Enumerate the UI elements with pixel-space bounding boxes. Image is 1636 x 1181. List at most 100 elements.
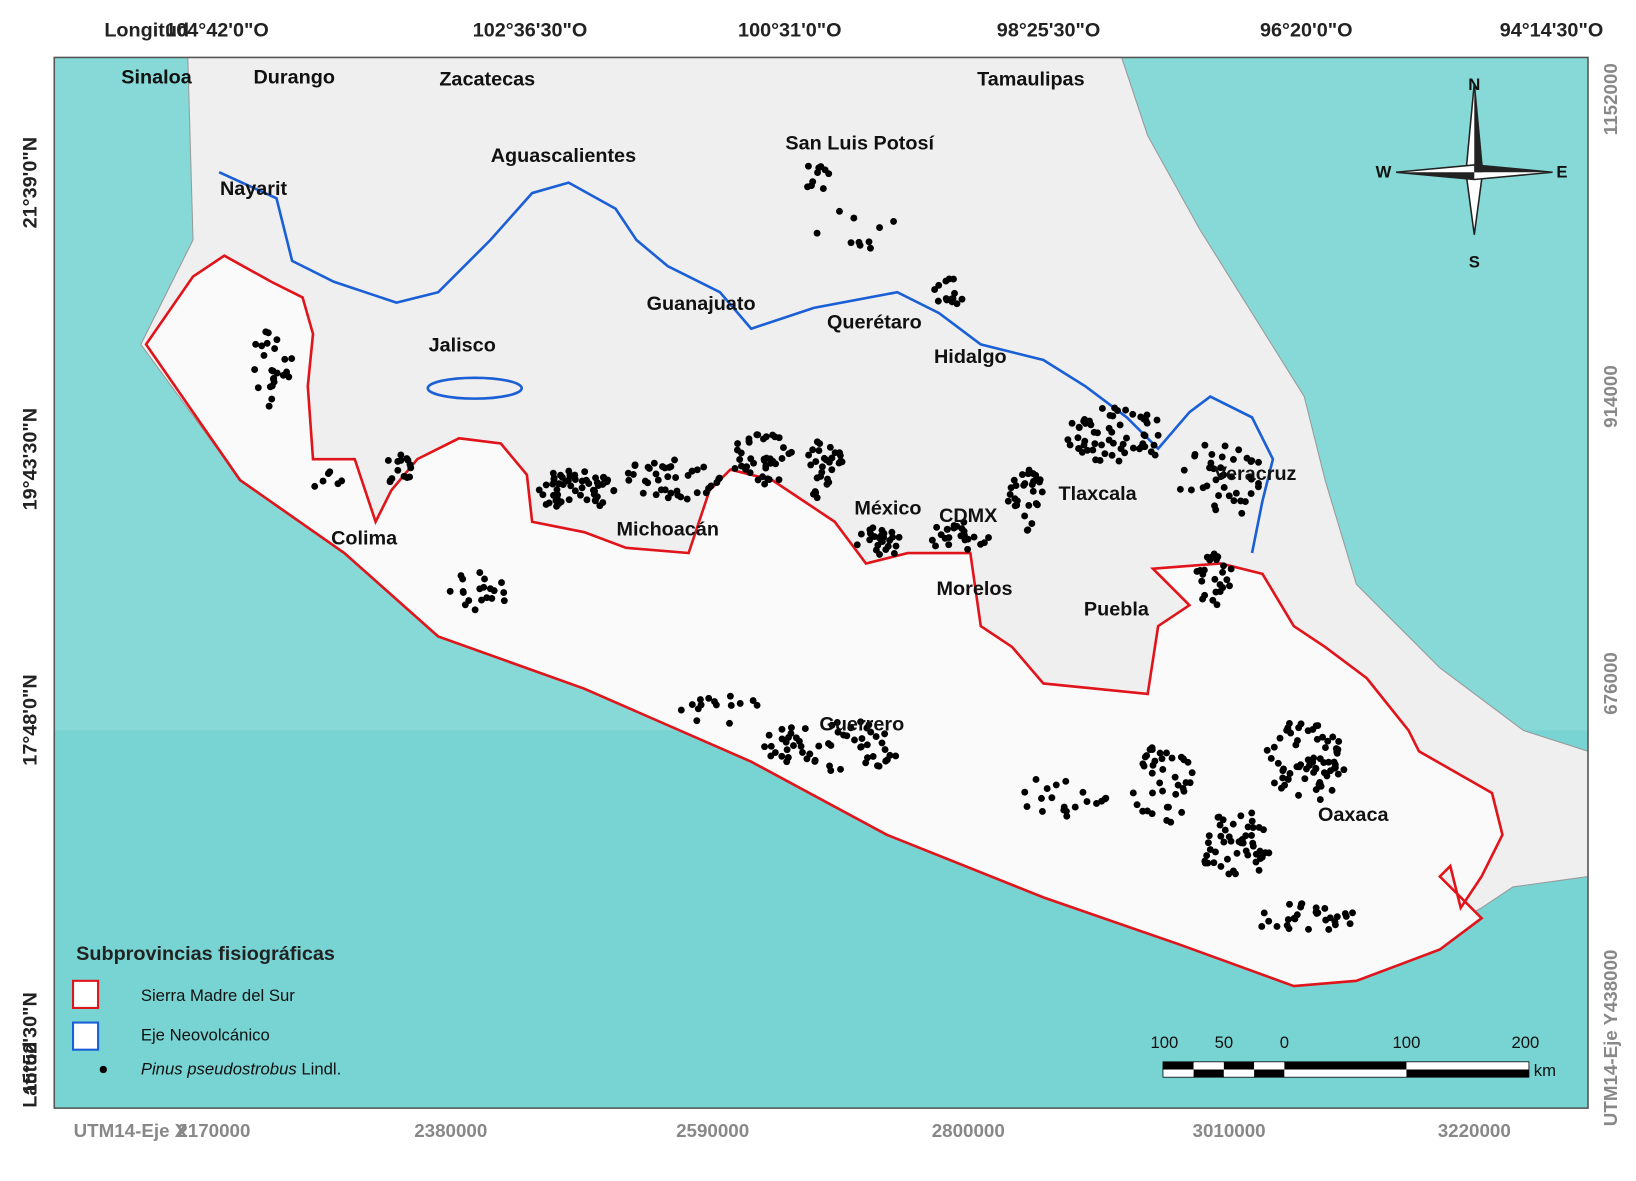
- occurrence-dot: [397, 451, 405, 459]
- occurrence-dot: [1255, 458, 1262, 466]
- occurrence-dot: [1290, 914, 1298, 922]
- occurrence-dot: [1206, 556, 1214, 564]
- occurrence-dot: [1090, 428, 1098, 436]
- scale-unit: km: [1534, 1061, 1556, 1080]
- occurrence-dot: [809, 446, 817, 454]
- occurrence-dot: [1071, 803, 1079, 811]
- occurrence-dot: [1148, 769, 1156, 777]
- occurrence-dot: [705, 694, 713, 702]
- occurrence-dot: [311, 482, 319, 490]
- occurrence-dot: [775, 476, 783, 484]
- occurrence-dot: [476, 569, 484, 576]
- occurrence-dot: [1265, 849, 1273, 857]
- scale-segment: [1223, 1062, 1255, 1070]
- scale-segment: [1193, 1069, 1224, 1077]
- occurrence-dot: [958, 525, 966, 533]
- occurrence-dot: [585, 480, 593, 488]
- occurrence-dot: [1334, 770, 1342, 778]
- occurrence-dot: [778, 455, 786, 462]
- occurrence-dot: [1229, 867, 1237, 875]
- occurrence-dot: [542, 501, 550, 508]
- occurrence-dot: [1331, 764, 1339, 772]
- occurrence-dot: [500, 597, 508, 605]
- legend-item: Pinus pseudostrobus Lindl.: [141, 1060, 341, 1079]
- occurrence-dot: [813, 229, 821, 237]
- occurrence-dot: [1330, 758, 1338, 766]
- occurrence-dot: [1263, 746, 1271, 754]
- occurrence-dot: [500, 589, 508, 596]
- occurrence-dot: [1109, 412, 1117, 420]
- occurrence-dot: [958, 295, 966, 303]
- occurrence-dot: [771, 749, 779, 756]
- occurrence-dot: [459, 587, 467, 595]
- occurrence-dot: [459, 575, 467, 583]
- occurrence-dot: [850, 214, 858, 222]
- legend-species: Pinus pseudostrobus: [141, 1060, 297, 1079]
- occurrence-dot: [1219, 568, 1226, 576]
- occurrence-dot: [1074, 434, 1082, 442]
- occurrence-dot: [886, 536, 894, 544]
- occurrence-dot: [960, 518, 968, 526]
- occurrence-dot: [1226, 582, 1233, 590]
- occurrence-dot: [667, 489, 675, 497]
- occurrence-dot: [942, 277, 950, 285]
- occurrence-dot: [1295, 763, 1303, 771]
- occurrence-dot: [1213, 601, 1221, 609]
- occurrence-dot: [869, 752, 877, 760]
- occurrence-dot: [565, 467, 573, 475]
- occurrence-dot: [697, 701, 705, 709]
- occurrence-dot: [1325, 758, 1333, 766]
- occurrence-dot: [688, 701, 696, 709]
- occurrence-dot: [535, 486, 543, 494]
- occurrence-dot: [769, 431, 777, 439]
- eje-neovolcanico: [218, 171, 1275, 554]
- occurrence-dot: [654, 476, 662, 484]
- occurrence-dot: [539, 491, 547, 499]
- occurrence-dot: [553, 486, 561, 494]
- scale-segment: [1163, 1062, 1194, 1070]
- occurrence-dot: [1301, 775, 1309, 783]
- occurrence-dot: [813, 474, 821, 482]
- occurrence-dot: [1276, 734, 1284, 742]
- occurrence-dot: [847, 724, 855, 732]
- occurrence-dot: [562, 477, 570, 485]
- occurrence-dot: [549, 480, 557, 488]
- occurrence-dot: [1281, 781, 1289, 789]
- top-axis-title: Longitud: [104, 20, 189, 42]
- occurrence-dot: [403, 455, 411, 463]
- occurrence-dot: [476, 585, 484, 593]
- occurrences: [251, 162, 1356, 933]
- occurrence-dot: [583, 496, 591, 504]
- occurrence-dot: [1156, 779, 1164, 787]
- occurrence-dot: [542, 481, 550, 489]
- occurrence-dot: [1223, 576, 1231, 584]
- occurrence-dot: [488, 594, 496, 602]
- occurrence-dot: [1129, 410, 1137, 418]
- occurrence-dot: [1029, 470, 1037, 477]
- occurrence-dot: [813, 438, 821, 446]
- occurrence-dot: [1333, 913, 1341, 921]
- occurrence-dot: [600, 473, 608, 481]
- legend-item: Eje Neovolcánico: [141, 1026, 270, 1045]
- right-axis-title: UTM14-Eje Y: [1600, 1012, 1621, 1126]
- occurrence-dot: [565, 496, 573, 504]
- occurrence-dot: [1180, 756, 1188, 764]
- occurrence-dot: [1216, 821, 1224, 829]
- occurrence-dot: [1038, 807, 1046, 815]
- occurrence-dot: [270, 374, 278, 382]
- occurrence-dot: [673, 487, 681, 495]
- occurrence-dot: [693, 717, 701, 725]
- state-label: Zacatecas: [439, 69, 535, 91]
- occurrence-dot: [812, 489, 820, 497]
- occurrence-dot: [1247, 475, 1255, 483]
- occurrence-dot: [652, 470, 660, 478]
- occurrence-dot: [1267, 755, 1275, 762]
- occurrence-dot: [1168, 754, 1176, 762]
- occurrence-dot: [1116, 421, 1124, 429]
- occurrence-dot: [568, 472, 576, 480]
- scale-label: 50: [1215, 1033, 1234, 1052]
- occurrence-dot: [825, 458, 833, 466]
- occurrence-dot: [1141, 753, 1149, 761]
- occurrence-dot: [760, 455, 768, 463]
- occurrence-dot: [1021, 512, 1029, 520]
